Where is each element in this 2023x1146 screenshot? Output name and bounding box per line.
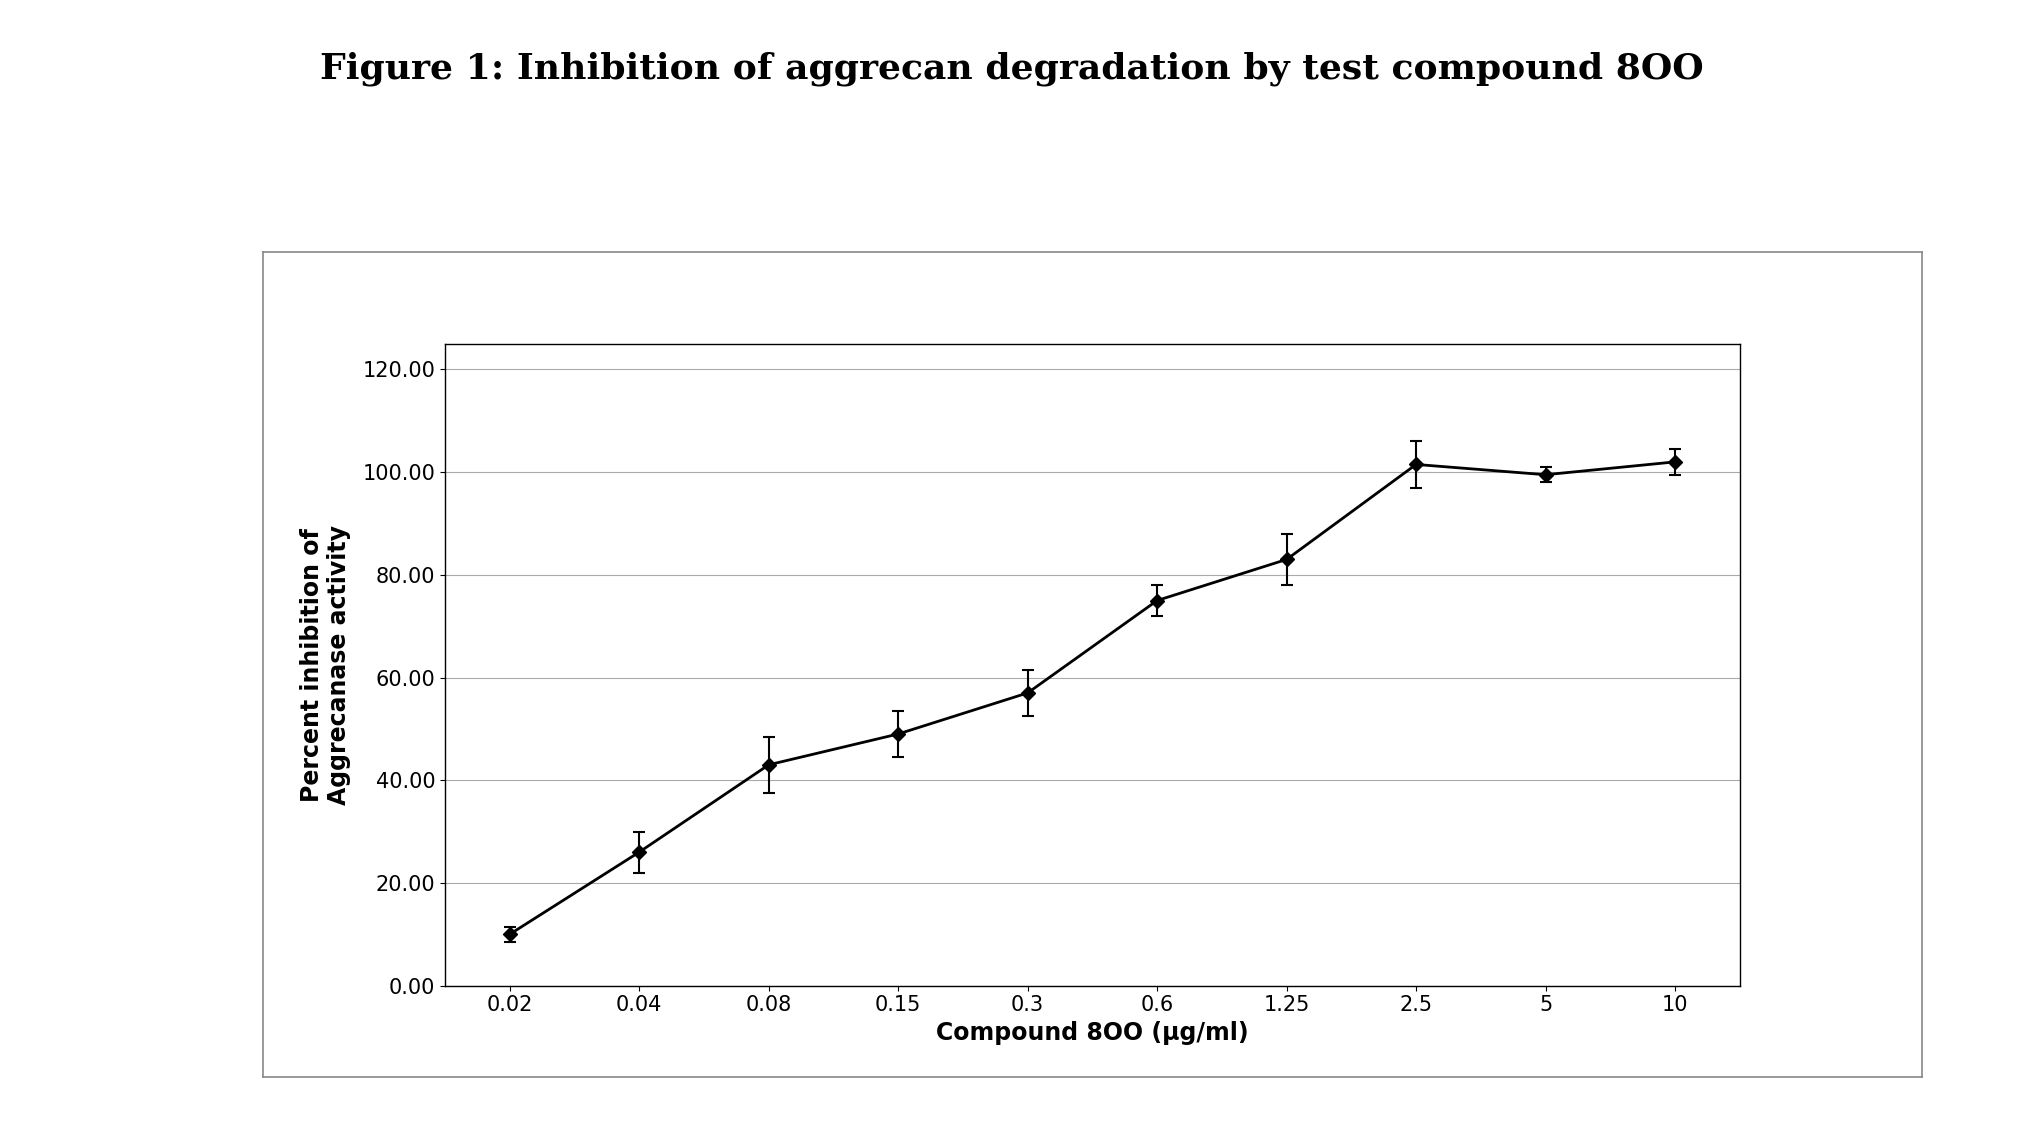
X-axis label: Compound 8OO (μg/ml): Compound 8OO (μg/ml) xyxy=(937,1021,1248,1045)
Y-axis label: Percent inhibition of
Aggrecanase activity: Percent inhibition of Aggrecanase activi… xyxy=(299,525,352,804)
Text: Figure 1: Inhibition of aggrecan degradation by test compound 8OO: Figure 1: Inhibition of aggrecan degrada… xyxy=(320,52,1703,86)
